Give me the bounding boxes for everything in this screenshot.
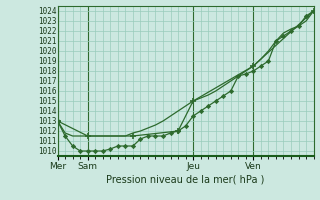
- X-axis label: Pression niveau de la mer( hPa ): Pression niveau de la mer( hPa ): [107, 175, 265, 185]
